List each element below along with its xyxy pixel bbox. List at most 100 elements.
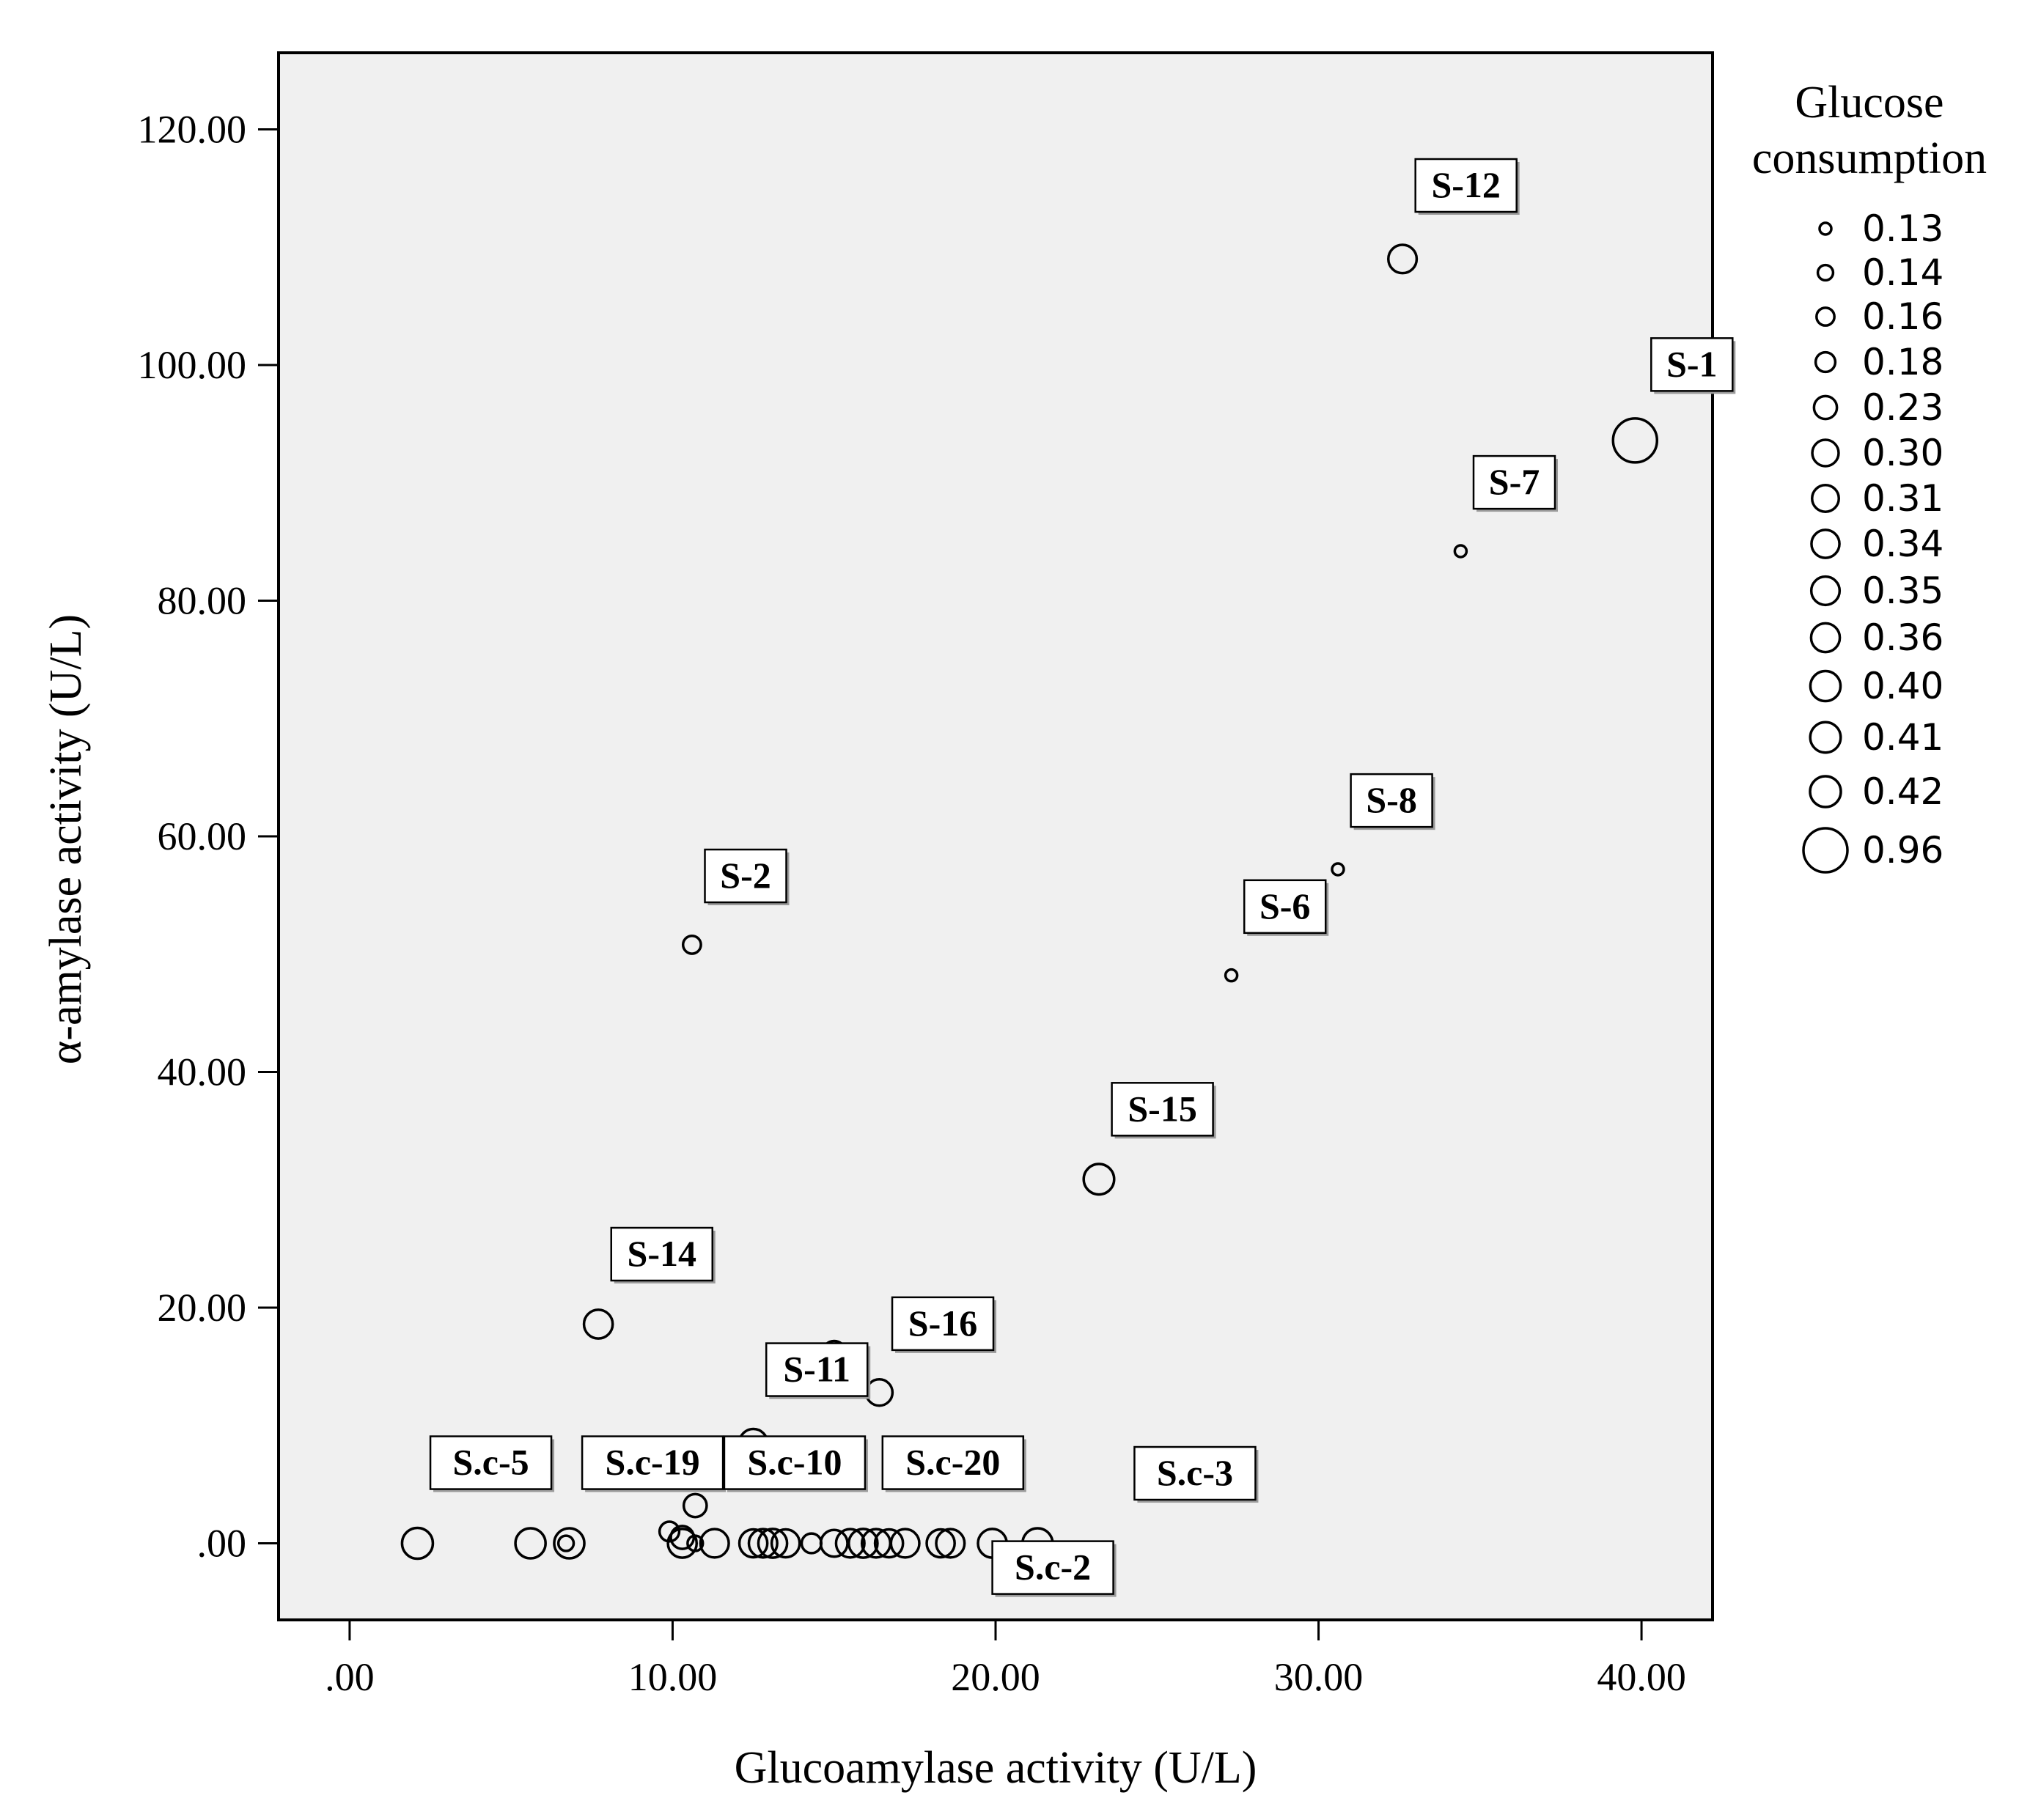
data-point <box>1082 1163 1116 1196</box>
point-label-box: S.c-10 <box>723 1435 868 1492</box>
data-point <box>800 1532 823 1555</box>
legend-label: 0.23 <box>1862 386 1943 429</box>
legend-label: 0.41 <box>1862 716 1943 759</box>
data-point <box>1611 417 1659 464</box>
x-tick-label: 20.00 <box>951 1655 1040 1699</box>
legend-bubble <box>1809 575 1842 607</box>
y-tick-label: .00 <box>197 1522 247 1566</box>
data-point <box>889 1528 921 1559</box>
label-box <box>765 1342 869 1397</box>
y-tick-label: 40.00 <box>158 1050 247 1094</box>
label-box <box>1472 454 1556 510</box>
point-label: S-16 <box>908 1303 977 1344</box>
legend-label: 0.36 <box>1862 616 1943 659</box>
point-label: S-6 <box>1259 885 1310 926</box>
x-tick-label: 30.00 <box>1274 1655 1364 1699</box>
data-point <box>686 1534 705 1552</box>
legend-bubble <box>1811 438 1840 468</box>
point-label-box: S-11 <box>765 1342 871 1399</box>
point-label: S.c-10 <box>747 1442 842 1483</box>
data-point <box>847 1528 879 1559</box>
legend-label: 0.18 <box>1862 341 1943 383</box>
legend-bubble <box>1815 306 1836 327</box>
data-point <box>658 1520 681 1543</box>
point-label: S-2 <box>720 855 771 896</box>
point-label-box: S.c-3 <box>1133 1445 1259 1503</box>
point-label-box: S.c-2 <box>991 1540 1117 1597</box>
data-point <box>1453 544 1468 559</box>
legend-bubble <box>1809 775 1842 808</box>
point-label: S-7 <box>1489 461 1540 502</box>
legend-bubble <box>1810 528 1841 559</box>
data-point <box>682 1492 708 1519</box>
point-label: S-11 <box>783 1349 850 1390</box>
y-tick-label: 20.00 <box>158 1286 247 1330</box>
point-label: S-8 <box>1366 779 1416 820</box>
label-box <box>881 1435 1025 1490</box>
legend-label: 0.14 <box>1862 251 1943 294</box>
data-point <box>935 1528 966 1559</box>
point-label: S.c-3 <box>1157 1452 1233 1493</box>
label-box <box>610 1226 714 1282</box>
point-label: S.c-20 <box>905 1442 1000 1483</box>
data-point <box>747 1528 779 1559</box>
data-point <box>556 1534 575 1552</box>
legend-label: 0.34 <box>1862 523 1943 565</box>
data-point <box>757 1528 789 1559</box>
y-axis-title: α-amylase activity (U/L) <box>41 614 91 1064</box>
legend-bubble <box>1809 721 1842 754</box>
label-box <box>429 1435 553 1490</box>
point-label-box: S-7 <box>1472 454 1558 512</box>
point-label-box: S-8 <box>1350 773 1435 830</box>
legend-title-line1: Glucose <box>1795 78 1943 128</box>
legend-label: 0.42 <box>1862 770 1943 813</box>
y-axis: .00 20.00 40.00 60.00 80.00 100.00 120.00 <box>138 107 279 1566</box>
label-box <box>891 1296 995 1352</box>
data-point <box>1387 243 1419 275</box>
data-point <box>400 1526 435 1561</box>
data-point <box>553 1527 586 1560</box>
data-point <box>925 1528 956 1559</box>
legend-bubble <box>1812 394 1839 421</box>
point-label-box: S.c-19 <box>581 1435 727 1492</box>
point-label: S-14 <box>628 1233 696 1274</box>
point-label: S.c-19 <box>606 1442 700 1483</box>
y-tick-label: 100.00 <box>138 343 247 387</box>
legend-title-line2: consumption <box>1752 133 1987 183</box>
legend-label: 0.35 <box>1862 570 1943 612</box>
data-points <box>400 243 1659 1561</box>
point-label-box: S.c-20 <box>881 1435 1026 1492</box>
point-label-box: S-2 <box>704 848 790 906</box>
label-box <box>1350 773 1433 828</box>
data-point <box>770 1528 801 1559</box>
legend-label: 0.13 <box>1862 207 1943 250</box>
y-tick-label: 120.00 <box>138 107 247 151</box>
data-point <box>514 1527 547 1560</box>
point-label: S.c-2 <box>1015 1547 1091 1588</box>
legend-label: 0.31 <box>1862 477 1943 520</box>
data-point <box>1331 862 1345 877</box>
legend-bubble <box>1802 827 1849 874</box>
y-tick-label: 60.00 <box>158 814 247 858</box>
plot-background <box>277 51 1714 1621</box>
data-point <box>666 1528 699 1559</box>
y-tick-label: 80.00 <box>158 578 247 622</box>
data-point <box>681 934 702 955</box>
legend: Glucose consumption 0.130.140.160.180.23… <box>1752 78 1987 874</box>
x-axis: .00 10.00 20.00 30.00 40.00 <box>325 1620 1686 1699</box>
label-box <box>1111 1082 1214 1137</box>
legend-label: 0.16 <box>1862 295 1943 338</box>
legend-label: 0.30 <box>1862 432 1943 474</box>
label-box <box>723 1435 867 1490</box>
label-box <box>1650 337 1734 392</box>
point-labels: S-12 S-1 S-7 S-8 S-6 S-2 S-15 S-14 S-16 S-11 S.c-5… <box>429 158 1736 1597</box>
label-box <box>704 848 787 904</box>
x-tick-label: .00 <box>325 1655 375 1699</box>
point-label-box: S-14 <box>610 1226 716 1284</box>
data-point <box>873 1528 905 1559</box>
point-label: S.c-5 <box>452 1442 529 1483</box>
data-point <box>738 1528 769 1559</box>
point-label-box: S-16 <box>891 1296 997 1353</box>
point-label-box: S-12 <box>1414 158 1520 215</box>
